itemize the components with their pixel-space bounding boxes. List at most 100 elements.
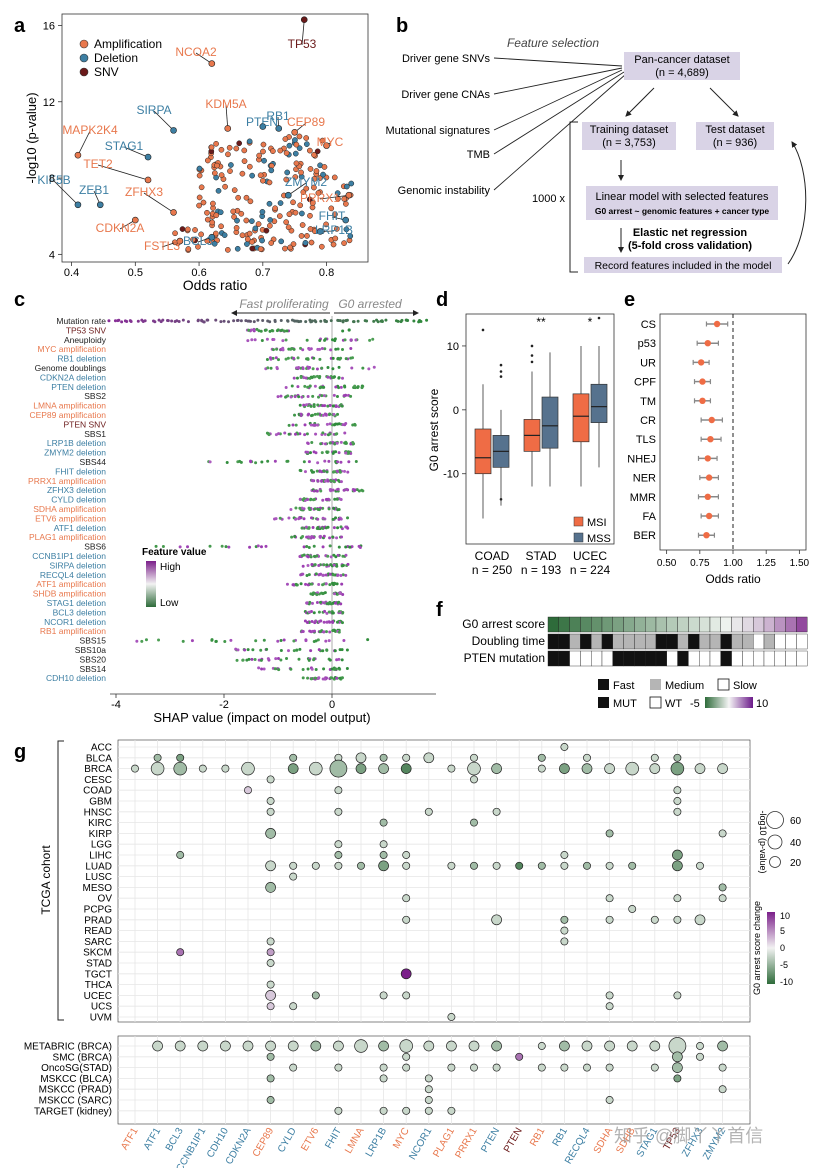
g0-score-cell bbox=[580, 616, 592, 633]
tcga-bubble bbox=[470, 861, 478, 870]
volcano-point bbox=[196, 172, 203, 179]
repeat-bracket bbox=[569, 121, 578, 273]
shap-point bbox=[154, 544, 158, 548]
volcano-point bbox=[196, 165, 203, 172]
panel-f-heatmap: G0 arrest score Doubling time PTEN mutat… bbox=[462, 616, 808, 710]
shap-point bbox=[316, 517, 320, 521]
volcano-point bbox=[284, 169, 291, 176]
shap-point bbox=[321, 413, 325, 417]
tcga-cohort-label: BLCA bbox=[86, 753, 112, 764]
tcga-cohort-label: LGG bbox=[91, 840, 112, 851]
color-legend-title: G0 arrest score change bbox=[752, 901, 762, 995]
shap-point bbox=[292, 376, 296, 380]
shap-point bbox=[328, 536, 332, 540]
validation-bubble bbox=[174, 1040, 186, 1052]
box-outlier bbox=[499, 363, 503, 367]
validation-bubble bbox=[423, 1040, 435, 1052]
panel-c-ticks: -4 -2 0 bbox=[111, 694, 335, 711]
shap-point bbox=[283, 431, 287, 435]
significance-label: * bbox=[588, 315, 593, 329]
volcano-point bbox=[333, 226, 340, 232]
shap-point bbox=[312, 356, 316, 360]
tcga-bubble bbox=[289, 753, 298, 762]
shap-point bbox=[307, 412, 311, 416]
shap-point bbox=[143, 319, 147, 323]
model-box bbox=[586, 186, 778, 220]
tcga-bubble bbox=[424, 807, 433, 816]
panel-e-forest: CS p53 UR CPF TM CR TLS NHEJ NER MMR FA BER 0.50 0.75… bbox=[627, 313, 810, 586]
shap-point bbox=[329, 602, 333, 606]
gene-axis-label: MYC bbox=[391, 1126, 412, 1151]
validation-bubble bbox=[604, 1040, 615, 1052]
tcga-bubble bbox=[583, 753, 591, 762]
volcano-point bbox=[213, 140, 219, 147]
doubling-time-cell bbox=[655, 633, 668, 650]
tcga-cohort-label: READ bbox=[84, 926, 112, 937]
labelled-point bbox=[285, 191, 292, 199]
shap-point bbox=[337, 376, 341, 380]
tcga-bubble bbox=[628, 905, 637, 913]
y-tick-label: 10 bbox=[447, 341, 459, 353]
volcano-point bbox=[259, 209, 266, 215]
volcano-point bbox=[315, 190, 322, 196]
tcga-bubble bbox=[673, 753, 682, 762]
pathway-label: NER bbox=[633, 473, 656, 485]
shap-point bbox=[346, 526, 350, 530]
color-legend-10: 10 bbox=[780, 911, 790, 921]
feature-name: ZMYM2 deletion bbox=[44, 448, 106, 458]
shap-point bbox=[144, 638, 148, 642]
shap-point bbox=[107, 319, 111, 323]
volcano-point bbox=[283, 176, 290, 183]
shap-point bbox=[317, 610, 321, 614]
tcga-bubble bbox=[402, 894, 411, 903]
shap-point bbox=[331, 582, 335, 586]
shap-point bbox=[186, 320, 190, 324]
volcano-point bbox=[218, 172, 225, 178]
repeat-label: 1000 x bbox=[532, 193, 566, 205]
validation-bubble bbox=[424, 1085, 433, 1094]
shap-point bbox=[365, 319, 369, 323]
validation-bubble bbox=[402, 1106, 411, 1115]
box-mss bbox=[541, 396, 559, 449]
shap-point bbox=[344, 422, 348, 426]
tcga-bubble bbox=[266, 775, 275, 784]
shap-point bbox=[376, 320, 380, 324]
shap-point bbox=[340, 582, 344, 586]
shap-point bbox=[208, 460, 212, 464]
pathway-label: CPF bbox=[634, 377, 656, 389]
volcano-point bbox=[272, 205, 278, 212]
shap-point bbox=[339, 480, 343, 484]
shap-point bbox=[308, 384, 312, 388]
shap-point bbox=[307, 535, 311, 539]
shap-point bbox=[286, 459, 290, 463]
shap-point bbox=[293, 432, 297, 436]
tcga-bubble bbox=[673, 894, 682, 903]
shap-point bbox=[321, 516, 325, 520]
volcano-point bbox=[341, 196, 348, 202]
panel-g-cohort-labels: ACCBLCABRCACESCCOADGBMHNSCKIRCKIRPLGGLIH… bbox=[24, 743, 112, 1118]
shap-point bbox=[332, 667, 336, 671]
volcano-point bbox=[200, 199, 207, 206]
tcga-bubble bbox=[604, 763, 615, 774]
validation-bubble bbox=[378, 1040, 389, 1052]
volcano-point bbox=[320, 171, 326, 178]
shap-point bbox=[311, 593, 315, 597]
size-legend-40-marker bbox=[767, 834, 783, 850]
doubling-time-cell bbox=[580, 633, 592, 650]
y-tick-label: 16 bbox=[43, 20, 55, 32]
shap-point bbox=[301, 676, 305, 680]
volcano-point bbox=[208, 144, 215, 151]
shap-point bbox=[253, 657, 257, 661]
shap-point bbox=[325, 422, 329, 426]
shap-point bbox=[298, 497, 302, 501]
doubling-time-cell bbox=[720, 633, 732, 650]
label-connector bbox=[123, 146, 149, 158]
validation-bubble bbox=[447, 1063, 456, 1072]
volcano-point bbox=[292, 150, 299, 157]
volcano-point bbox=[227, 168, 233, 174]
shap-point bbox=[302, 517, 306, 521]
shap-point bbox=[310, 470, 314, 474]
shap-point bbox=[306, 385, 310, 389]
